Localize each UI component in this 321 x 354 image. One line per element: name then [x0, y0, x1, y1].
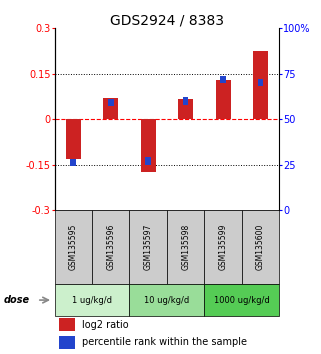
Bar: [55, 210, 92, 284]
Bar: [167, 210, 204, 284]
Bar: [242, 210, 279, 284]
Bar: [59, 336, 75, 349]
Bar: [141, 119, 156, 172]
Bar: [204, 210, 242, 284]
Text: GSM135596: GSM135596: [106, 224, 115, 270]
Bar: [253, 51, 268, 119]
Bar: [178, 99, 193, 119]
Text: 10 ug/kg/d: 10 ug/kg/d: [144, 296, 189, 304]
Text: GSM135598: GSM135598: [181, 224, 190, 270]
Bar: [204, 284, 279, 316]
Text: dose: dose: [3, 295, 29, 305]
Bar: [183, 97, 188, 105]
Bar: [59, 318, 75, 331]
Bar: [145, 157, 151, 165]
Bar: [108, 99, 114, 107]
Bar: [129, 210, 167, 284]
Bar: [92, 210, 129, 284]
Text: GSM135599: GSM135599: [219, 224, 228, 270]
Bar: [216, 80, 230, 119]
Text: percentile rank within the sample: percentile rank within the sample: [82, 337, 247, 347]
Text: GSM135597: GSM135597: [144, 224, 153, 270]
Bar: [66, 119, 81, 159]
Title: GDS2924 / 8383: GDS2924 / 8383: [110, 13, 224, 27]
Bar: [129, 284, 204, 316]
Text: GSM135600: GSM135600: [256, 224, 265, 270]
Bar: [70, 159, 76, 166]
Text: 1000 ug/kg/d: 1000 ug/kg/d: [214, 296, 270, 304]
Text: 1 ug/kg/d: 1 ug/kg/d: [72, 296, 112, 304]
Bar: [103, 98, 118, 119]
Bar: [55, 284, 129, 316]
Bar: [220, 75, 226, 83]
Bar: [258, 79, 264, 86]
Text: log2 ratio: log2 ratio: [82, 320, 128, 330]
Text: GSM135595: GSM135595: [69, 224, 78, 270]
